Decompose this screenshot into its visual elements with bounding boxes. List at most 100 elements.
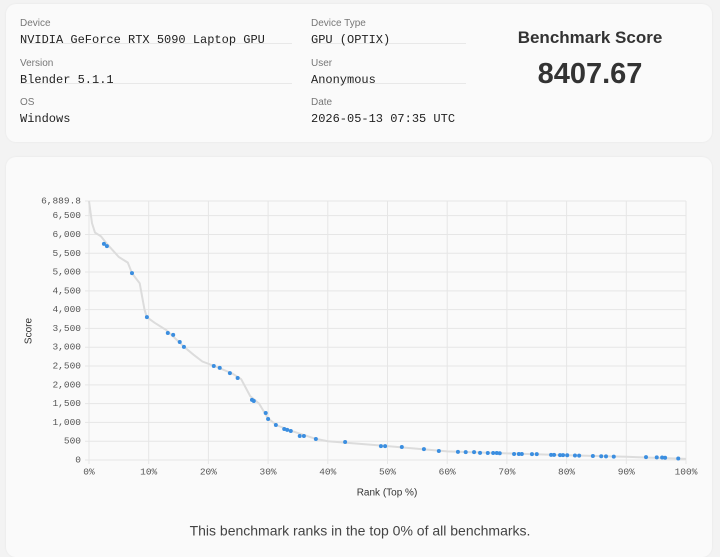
point xyxy=(565,453,570,458)
y-tick-label: 0 xyxy=(75,455,81,466)
point xyxy=(177,339,182,344)
y-tick-label: 1,000 xyxy=(52,417,81,428)
point xyxy=(529,452,534,457)
chart-card xyxy=(6,157,712,557)
point xyxy=(491,451,496,456)
point xyxy=(421,447,426,452)
point xyxy=(663,455,668,460)
x-tick-label: 90% xyxy=(618,467,635,478)
info-card: Device NVIDIA GeForce RTX 5090 Laptop GPU… xyxy=(6,4,712,142)
point xyxy=(227,371,232,376)
point xyxy=(251,398,256,403)
y-tick-label: 4,500 xyxy=(52,285,81,296)
point xyxy=(611,454,616,459)
point xyxy=(604,454,609,459)
y-tick-label: 6,889.8 xyxy=(41,196,81,207)
point xyxy=(549,452,554,457)
point xyxy=(101,241,106,246)
point xyxy=(497,451,502,456)
point xyxy=(572,453,577,458)
x-tick-label: 0% xyxy=(83,467,95,478)
point xyxy=(512,451,517,456)
point xyxy=(165,330,170,335)
field-value: GPU (OPTIX) xyxy=(311,33,391,47)
score-value: 8407.67 xyxy=(537,58,643,90)
field: User Anonymous xyxy=(311,44,466,87)
point xyxy=(463,450,468,455)
point xyxy=(472,450,477,455)
x-tick-label: 20% xyxy=(200,467,217,478)
point xyxy=(211,364,216,369)
point xyxy=(599,454,604,459)
point xyxy=(552,452,557,457)
point xyxy=(129,271,134,276)
field-label: Date xyxy=(311,97,333,108)
field: Device Type GPU (OPTIX) xyxy=(311,4,466,47)
x-tick-label: 30% xyxy=(260,467,277,478)
point xyxy=(654,455,659,460)
x-tick-label: 60% xyxy=(439,467,456,478)
point xyxy=(301,433,306,438)
x-tick-label: 10% xyxy=(140,467,157,478)
y-tick-label: 500 xyxy=(64,436,81,447)
point xyxy=(144,315,149,320)
point xyxy=(516,451,521,456)
point xyxy=(273,423,278,428)
field-label: Device xyxy=(20,18,51,29)
field-value: Blender 5.1.1 xyxy=(20,73,114,87)
y-tick-label: 2,500 xyxy=(52,361,81,372)
y-tick-label: 6,500 xyxy=(52,210,81,221)
point xyxy=(288,429,293,434)
field-label: OS xyxy=(20,97,35,108)
point xyxy=(436,448,441,453)
point xyxy=(383,444,388,449)
x-tick-label: 50% xyxy=(379,467,396,478)
point xyxy=(235,376,240,381)
point xyxy=(217,365,222,370)
field-value: Anonymous xyxy=(311,73,376,87)
x-tick-label: 70% xyxy=(498,467,515,478)
score-title: Benchmark Score xyxy=(517,28,663,47)
point xyxy=(676,456,681,461)
point xyxy=(534,452,539,457)
point xyxy=(266,417,271,422)
field: Device NVIDIA GeForce RTX 5090 Laptop GPU xyxy=(20,4,292,47)
y-tick-label: 4,000 xyxy=(52,304,81,315)
point xyxy=(485,451,490,456)
point xyxy=(343,439,348,444)
field: Version Blender 5.1.1 xyxy=(20,44,292,87)
field-label: Device Type xyxy=(311,18,366,29)
point xyxy=(171,332,176,337)
point xyxy=(399,445,404,450)
field-value: Windows xyxy=(20,112,71,126)
field: Date 2026-05-13 07:35 UTC xyxy=(311,83,466,126)
y-tick-label: 5,000 xyxy=(52,267,81,278)
point xyxy=(104,244,109,249)
y-tick-label: 5,500 xyxy=(52,248,81,259)
point xyxy=(558,453,563,458)
y-tick-label: 1,500 xyxy=(52,398,81,409)
point xyxy=(478,450,483,455)
point xyxy=(378,444,383,449)
x-tick-label: 80% xyxy=(558,467,575,478)
point xyxy=(455,449,460,454)
x-tick-label: 100% xyxy=(675,467,698,478)
point xyxy=(181,344,186,349)
point xyxy=(313,436,318,441)
y-tick-label: 3,000 xyxy=(52,342,81,353)
y-axis-label: Score xyxy=(24,318,35,345)
point xyxy=(644,455,649,460)
x-axis-label: Rank (Top %) xyxy=(357,488,418,499)
curve xyxy=(88,200,687,460)
field-value: NVIDIA GeForce RTX 5090 Laptop GPU xyxy=(20,33,265,47)
point xyxy=(577,453,582,458)
point xyxy=(263,411,268,416)
field-label: Version xyxy=(20,58,54,69)
point xyxy=(590,454,595,459)
y-tick-label: 3,500 xyxy=(52,323,81,334)
field-label: User xyxy=(311,58,333,69)
point xyxy=(285,427,290,432)
field: OS Windows xyxy=(20,83,292,126)
